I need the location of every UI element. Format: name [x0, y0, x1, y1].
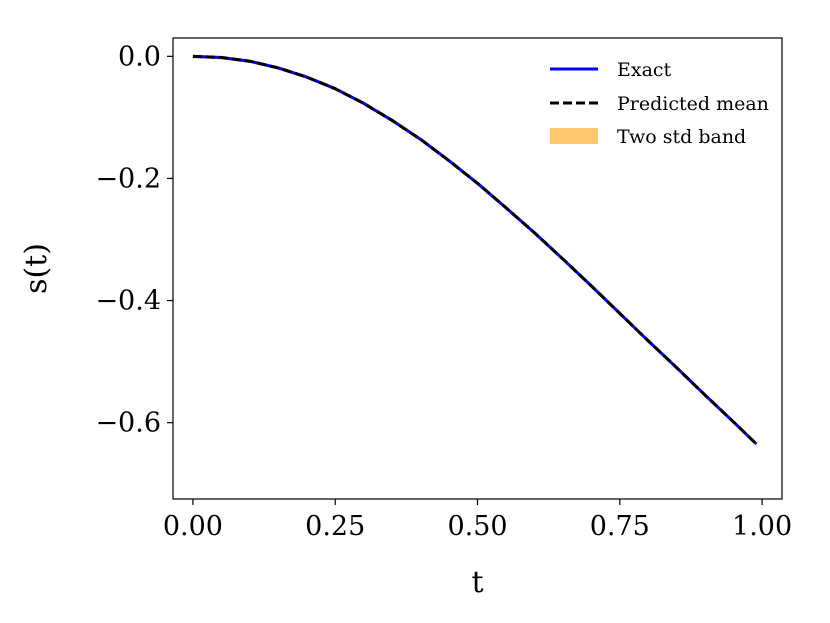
legend-swatch-two-std-band: [550, 128, 598, 144]
y-tick-label: 0.0: [118, 41, 161, 72]
x-tick-label: 0.25: [305, 511, 365, 542]
x-tick-label: 1.00: [732, 511, 792, 542]
y-tick-label: −0.2: [95, 163, 161, 194]
legend: Exact Predicted mean Two std band: [550, 59, 769, 148]
x-tick-label: 0.75: [590, 511, 650, 542]
y-tick-label: −0.6: [95, 408, 161, 439]
x-axis-ticks: 0.00 0.25 0.50 0.75 1.00: [163, 499, 792, 542]
legend-label-two-std-band: Two std band: [617, 126, 746, 148]
legend-label-predicted-mean: Predicted mean: [617, 93, 769, 115]
legend-label-exact: Exact: [617, 59, 672, 81]
y-axis-ticks: 0.0 −0.2 −0.4 −0.6: [95, 41, 173, 439]
series-layer: [192, 54, 758, 446]
x-axis-label: t: [471, 565, 483, 600]
x-tick-label: 0.00: [163, 511, 223, 542]
y-axis-label: s(t): [19, 243, 54, 294]
x-tick-label: 0.50: [447, 511, 507, 542]
y-tick-label: −0.4: [95, 286, 161, 317]
series-line-predicted-mean: [192, 54, 758, 446]
